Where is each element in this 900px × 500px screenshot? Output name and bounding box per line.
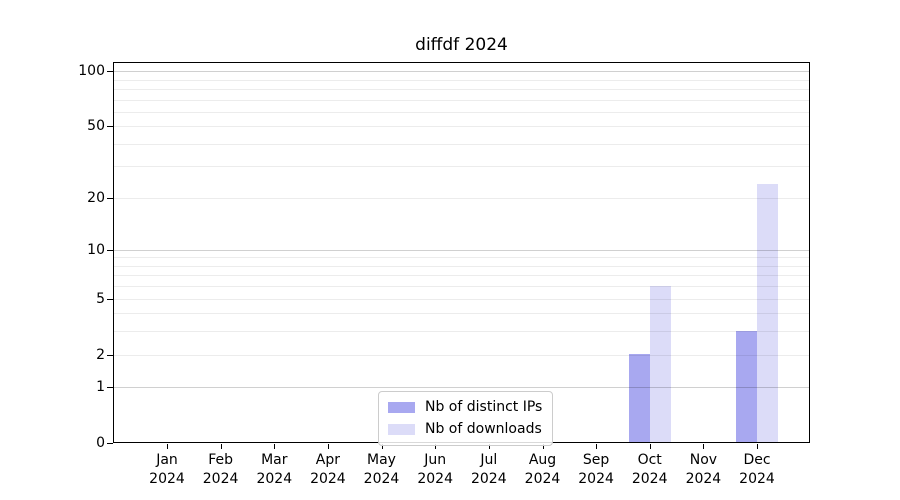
x-tick-mark bbox=[596, 444, 598, 449]
gridline-minor bbox=[114, 275, 809, 277]
x-tick-label-nov: Nov 2024 bbox=[685, 452, 722, 487]
y-tick-label: 50 bbox=[87, 118, 105, 135]
x-tick-mark bbox=[488, 444, 490, 449]
x-tick-mark bbox=[757, 444, 758, 449]
gridline-minor bbox=[114, 88, 809, 90]
gridline-minor bbox=[114, 166, 809, 168]
gridline-major bbox=[114, 71, 809, 72]
y-tick-label: 1 bbox=[96, 379, 105, 396]
y-tick-label: 2 bbox=[96, 346, 105, 363]
y-tick-label: 5 bbox=[96, 290, 105, 307]
y-tick-mark bbox=[107, 197, 113, 199]
bar-dec-series1 bbox=[757, 183, 778, 443]
y-tick-mark bbox=[107, 298, 113, 300]
x-tick-label-apr: Apr 2024 bbox=[310, 452, 346, 487]
x-tick-mark bbox=[435, 444, 437, 449]
x-tick-mark bbox=[649, 444, 651, 449]
y-tick-label: 20 bbox=[87, 189, 105, 206]
x-tick-label-jul: Jul 2024 bbox=[470, 452, 507, 487]
x-tick-label-sep: Sep 2024 bbox=[578, 452, 614, 487]
gridline-minor bbox=[114, 265, 809, 267]
y-tick-mark bbox=[107, 354, 113, 356]
plot-area bbox=[113, 62, 810, 443]
gridline-minor bbox=[114, 298, 809, 300]
gridline-minor bbox=[114, 313, 809, 315]
y-tick-label: 100 bbox=[78, 63, 105, 79]
y-tick-mark bbox=[107, 249, 113, 251]
gridline-minor bbox=[114, 197, 809, 199]
gridline-minor bbox=[114, 286, 809, 288]
gridline-minor bbox=[114, 126, 809, 128]
legend: Nb of distinct IPs Nb of downloads bbox=[378, 391, 554, 446]
x-tick-mark bbox=[703, 444, 705, 449]
legend-label: Nb of downloads bbox=[425, 421, 542, 437]
legend-entry: Nb of distinct IPs bbox=[388, 399, 542, 416]
gridline-minor bbox=[114, 257, 809, 259]
y-tick-mark bbox=[107, 126, 113, 128]
legend-label: Nb of distinct IPs bbox=[425, 399, 543, 415]
gridline-minor bbox=[114, 143, 809, 145]
bar-oct-series1 bbox=[649, 286, 671, 443]
x-tick-mark bbox=[167, 444, 168, 449]
x-tick-mark bbox=[542, 444, 544, 449]
legend-swatch-icon bbox=[388, 402, 415, 413]
x-tick-label-dec: Dec 2024 bbox=[739, 452, 775, 487]
chart-title: diffdf 2024 bbox=[415, 35, 508, 55]
x-tick-label-jun: Jun 2024 bbox=[417, 452, 453, 487]
x-tick-mark bbox=[327, 444, 329, 449]
x-tick-label-may: May 2024 bbox=[363, 452, 400, 487]
gridline-minor bbox=[114, 354, 809, 356]
gridline-minor bbox=[114, 111, 809, 113]
y-tick-label: 10 bbox=[87, 241, 105, 258]
y-tick-mark bbox=[107, 387, 113, 389]
x-tick-label-oct: Oct 2024 bbox=[631, 452, 668, 487]
gridline-major bbox=[114, 249, 809, 251]
x-tick-mark bbox=[381, 444, 383, 449]
y-tick-mark bbox=[107, 443, 113, 444]
x-tick-label-mar: Mar 2024 bbox=[256, 452, 293, 487]
x-tick-mark bbox=[220, 444, 222, 449]
y-tick-mark bbox=[107, 71, 113, 72]
gridline-minor bbox=[114, 331, 809, 333]
gridline-minor bbox=[114, 79, 809, 81]
bar-oct-series0 bbox=[628, 354, 650, 443]
legend-entry: Nb of downloads bbox=[388, 421, 542, 438]
y-tick-label: 0 bbox=[96, 435, 105, 451]
x-tick-mark bbox=[274, 444, 276, 449]
gridline-minor bbox=[114, 99, 809, 101]
x-tick-label-aug: Aug 2024 bbox=[524, 452, 561, 487]
x-tick-label-jan: Jan 2024 bbox=[149, 452, 185, 487]
gridline-major bbox=[114, 387, 809, 389]
x-tick-label-feb: Feb 2024 bbox=[202, 452, 239, 487]
legend-swatch-icon bbox=[388, 424, 415, 435]
